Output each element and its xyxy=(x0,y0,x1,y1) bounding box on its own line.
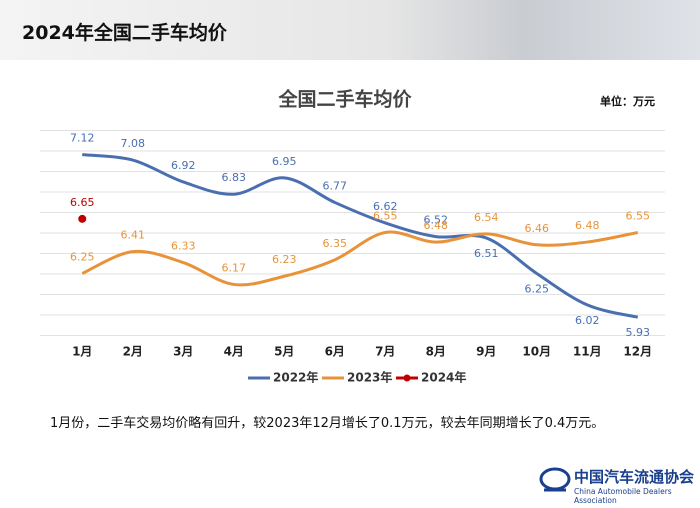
data-label: 7.08 xyxy=(121,137,146,150)
x-tick-label: 4月 xyxy=(224,345,244,359)
legend-label: 2024年 xyxy=(421,370,466,385)
x-tick-label: 8月 xyxy=(426,345,446,359)
unit-label: 单位：万元 xyxy=(600,94,655,108)
x-tick-label: 10月 xyxy=(522,345,551,359)
data-label: 6.62 xyxy=(373,200,398,213)
series-point xyxy=(78,214,87,223)
data-label: 6.48 xyxy=(424,219,449,232)
data-label: 6.83 xyxy=(222,171,247,184)
data-label: 6.25 xyxy=(525,283,550,296)
data-label: 6.77 xyxy=(323,179,348,192)
data-label: 6.95 xyxy=(272,155,297,168)
data-label: 5.93 xyxy=(626,326,651,339)
x-tick-label: 1月 xyxy=(72,345,92,359)
data-label: 6.46 xyxy=(525,222,550,235)
logo-english: China Automobile Dealers Association xyxy=(574,487,672,505)
x-tick-label: 7月 xyxy=(375,345,395,359)
data-label: 6.51 xyxy=(474,247,499,260)
x-tick-label: 2月 xyxy=(123,345,143,359)
page-title: 2024年全国二手车均价 xyxy=(22,22,227,44)
logo: 中国汽车流通协会 China Automobile Dealers Associ… xyxy=(538,462,698,505)
data-label: 6.55 xyxy=(626,210,651,223)
chart: 全国二手车均价 单位：万元 1月 2月 3月 4月 5月 6月 7月 8月 9月 10月 11月 12… xyxy=(40,88,665,385)
data-label: 6.23 xyxy=(272,253,297,266)
data-label: 7.12 xyxy=(70,132,95,145)
header: 2024年全国二手车均价 xyxy=(0,0,700,60)
data-label: 6.17 xyxy=(222,261,247,274)
data-label: 6.35 xyxy=(323,237,348,250)
data-label: 6.33 xyxy=(171,240,196,253)
data-label: 6.41 xyxy=(121,229,146,242)
chart-title: 全国二手车均价 xyxy=(277,88,412,111)
footnote: 1月份，二手车交易均价略有回升，较2023年12月增长了0.1万元，较去年同期增… xyxy=(50,416,605,431)
x-tick-label: 11月 xyxy=(573,345,602,359)
data-label: 6.54 xyxy=(474,211,499,224)
logo-icon xyxy=(539,467,571,492)
x-tick-label: 5月 xyxy=(274,345,294,359)
x-tick-label: 3月 xyxy=(173,345,193,359)
x-tick-label: 9月 xyxy=(476,345,496,359)
legend-label: 2023年 xyxy=(347,370,392,385)
data-label: 6.55 xyxy=(373,210,398,223)
x-tick-label: 12月 xyxy=(623,345,652,359)
series-line xyxy=(82,153,639,319)
data-label: 6.48 xyxy=(575,219,600,232)
logo-name: 中国汽车流通协会 xyxy=(574,468,695,486)
data-label: 6.65 xyxy=(70,196,95,209)
data-label: 6.02 xyxy=(575,314,600,327)
data-label: 6.52 xyxy=(424,214,449,227)
legend-label: 2022年 xyxy=(273,370,318,385)
data-label: 6.25 xyxy=(70,251,95,264)
x-tick-label: 6月 xyxy=(325,345,345,359)
data-label: 6.92 xyxy=(171,159,196,172)
series-line xyxy=(81,230,639,287)
legend-marker xyxy=(403,374,411,382)
